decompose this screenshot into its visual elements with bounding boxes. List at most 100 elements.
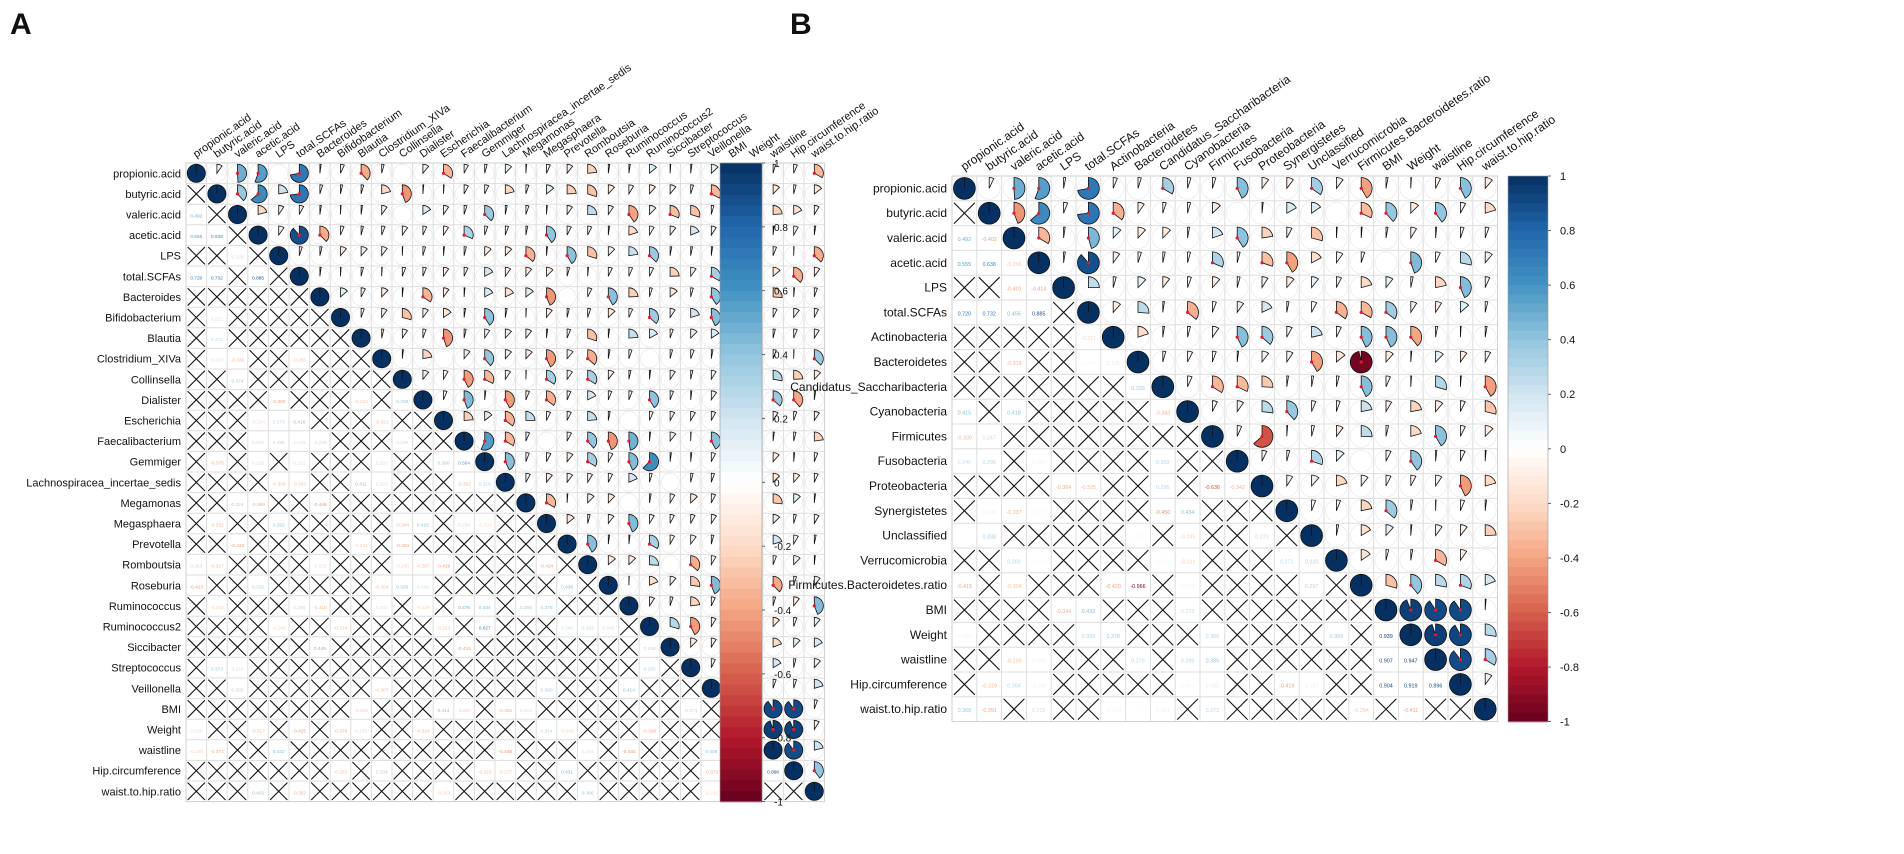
panel-a-nonsig-cross <box>475 741 494 760</box>
panel-b-sig-marker <box>1235 186 1239 190</box>
panel-b-nonsig-cross <box>1027 524 1050 547</box>
panel-a-corr-value: 0.720 <box>190 275 202 281</box>
panel-b-sig-marker <box>1186 310 1190 314</box>
panel-b-pie-slice <box>1261 350 1270 364</box>
panel-a-pie-slice <box>690 308 700 319</box>
panel-a-nonsig-cross <box>681 679 700 698</box>
panel-a-sig-marker <box>792 274 796 278</box>
panel-b-corr-value: 0.041 <box>1131 535 1145 541</box>
panel-a-pie-slice <box>813 308 819 318</box>
panel-a-corr-value: -0.425 <box>292 729 306 735</box>
panel-b-pie-slice <box>1410 524 1413 536</box>
panel-b-corr-value: 0.333 <box>1082 634 1096 640</box>
panel-b-colorbar-band <box>1508 512 1548 523</box>
panel-b-corr-value: -0.342 <box>1230 485 1245 491</box>
panel-a-pie-slice <box>484 308 495 326</box>
panel-a-sig-marker <box>524 254 528 258</box>
panel-a-pie-slice <box>443 390 448 401</box>
panel-b-nonsig-cross <box>978 549 1001 572</box>
panel-a-nonsig-cross <box>702 699 721 718</box>
panel-b-nonsig-cross <box>1127 499 1149 522</box>
panel-a-sig-marker <box>647 460 652 464</box>
panel-b-pie-slice <box>1286 425 1289 437</box>
panel-b-pie-slice <box>1410 449 1423 471</box>
panel-b-pie-slice <box>1112 201 1125 221</box>
panel-b-pie-slice <box>1063 251 1066 263</box>
panel-b-colorbar-band <box>1508 439 1548 450</box>
panel-b-colorbar-band <box>1508 294 1548 304</box>
panel-a-pie-slice <box>607 555 616 566</box>
panel-a-pie-slice <box>607 328 611 339</box>
panel-a-pie-slice <box>649 287 653 298</box>
panel-b-corr-value: -0.245 <box>1180 535 1195 541</box>
panel-a-nonsig-cross <box>516 535 535 554</box>
panel-a-corr-value: -0.277 <box>498 770 512 776</box>
panel-b-corr-value: 0.418 <box>1007 411 1021 417</box>
panel-a-pie-slice <box>710 390 718 402</box>
panel-b-nonsig-cross <box>1176 698 1199 721</box>
panel-b-pie-slice <box>1212 350 1217 363</box>
panel-b-nonsig-cross <box>1251 599 1273 621</box>
panel-a-nonsig-cross <box>290 741 309 760</box>
panel-a-nonsig-cross <box>249 638 268 657</box>
panel-b-nonsig-cross <box>1077 400 1100 423</box>
panel-b-pie-slice <box>1311 201 1322 214</box>
panel-a-pie-slice <box>710 555 717 567</box>
panel-a-nonsig-cross <box>352 596 371 615</box>
panel-a-row-label: acetic.acid <box>129 230 181 242</box>
panel-b-pie-slice <box>1385 276 1394 289</box>
panel-a-colorbar-label: 0.4 <box>774 351 788 362</box>
panel-a-corr-value: -0.416 <box>457 646 471 652</box>
panel-a-corr-value: 0.885 <box>252 275 264 281</box>
panel-b-nonsig-cross <box>1325 574 1348 597</box>
panel-a-corr-value: -0.240 <box>395 564 409 570</box>
panel-b-pie-slice <box>1212 325 1220 339</box>
panel-b-nonsig-cross <box>1077 698 1100 721</box>
panel-a-nonsig-cross <box>516 555 535 574</box>
panel-a-pie-slice <box>566 328 572 339</box>
panel-a-colorbar-band <box>720 641 762 654</box>
panel-a-pie-slice <box>484 163 488 174</box>
panel-b-pie-slice <box>1137 301 1150 314</box>
panel-a-nonsig-cross <box>269 658 288 677</box>
panel-b-nonsig-cross <box>1151 599 1174 621</box>
panel-a-pie-slice <box>504 431 515 447</box>
panel-a-colorbar-band <box>720 343 762 356</box>
panel-b-pie-slice <box>1311 350 1323 373</box>
panel-a-colorbar-label: -0.6 <box>774 670 792 681</box>
panel-b-nonsig-cross <box>1226 574 1249 597</box>
panel-a-nonsig-cross <box>290 638 309 657</box>
panel-a-pie-slice <box>525 184 530 195</box>
panel-a-corr-value: -0.330 <box>231 358 245 364</box>
panel-a-pie-slice <box>628 534 631 545</box>
panel-a-sig-marker <box>297 171 301 175</box>
panel-a-nonsig-cross <box>413 638 432 657</box>
panel-a-pie-slice <box>628 308 634 318</box>
panel-a-nonsig-cross <box>516 679 535 698</box>
panel-a-pie-slice <box>504 266 512 278</box>
panel-a-pie-slice <box>649 266 655 277</box>
panel-a-pie-slice <box>690 555 701 572</box>
panel-a-pie-slice <box>793 637 801 649</box>
panel-a-nonsig-cross <box>578 699 597 718</box>
panel-a-nonsig-cross <box>578 761 597 780</box>
panel-a-row-label: Weight <box>147 725 181 737</box>
panel-a-pie-slice <box>772 617 781 628</box>
panel-a-nonsig-cross <box>640 699 659 718</box>
panel-a-colorbar-band <box>720 461 762 473</box>
panel-b-corr-value: -0.011 <box>1131 708 1146 714</box>
panel-a-pie-slice <box>813 287 818 298</box>
panel-b-pie-slice <box>1410 177 1412 189</box>
panel-a-nonsig-cross <box>269 761 288 780</box>
panel-b-colorbar-band <box>1508 303 1548 313</box>
panel-a-nonsig-cross <box>455 679 474 698</box>
panel-b-sig-marker <box>1359 186 1363 190</box>
panel-a-pie-slice <box>649 555 659 566</box>
panel-a-row-label: Bacteroides <box>123 292 182 304</box>
panel-b-sig-marker <box>1260 261 1264 265</box>
panel-a-colorbar-label: 0.8 <box>774 223 788 234</box>
panel-a-colorbar-band <box>720 407 762 420</box>
panel-b-pie-slice <box>1435 449 1438 462</box>
panel-b-nonsig-cross <box>1077 499 1100 522</box>
panel-a-nonsig-cross <box>599 761 618 780</box>
